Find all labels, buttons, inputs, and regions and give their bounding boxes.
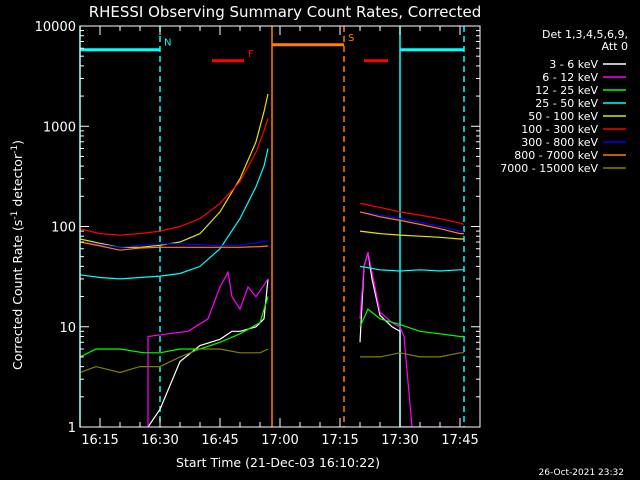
x-tick-label: 17:30 (381, 433, 418, 448)
x-tick-label: 16:15 (81, 433, 118, 448)
flag-label-f: F (248, 49, 254, 60)
plot-area: N F S 1 10 100 1000 10000 16:15 16:30 16:45 17:00 17… (35, 20, 481, 448)
legend-header-line-1: Det 1,3,4,5,6,9, (542, 28, 628, 41)
date-stamp: 26-Oct-2021 23:32 (539, 468, 624, 478)
series-line-8 (80, 211, 464, 251)
series-line-7 (80, 211, 465, 248)
y-tick-label: 1 (68, 421, 76, 436)
legend-label-2: 6 - 12 keV (542, 71, 598, 84)
y-axis-label-end: ) (10, 140, 25, 145)
legend-label-4: 25 - 50 keV (535, 97, 598, 110)
y-tick-label: 10000 (35, 20, 76, 35)
x-tick-label: 17:15 (321, 433, 358, 448)
y-tick-label: 10 (59, 321, 76, 336)
series-line-9 (80, 348, 464, 374)
x-tick-label: 16:30 (141, 433, 178, 448)
series-line-6 (80, 118, 465, 236)
legend-label-1: 3 - 6 keV (549, 58, 598, 71)
y-tick-label: 100 (51, 221, 76, 236)
series-line-2 (147, 252, 452, 427)
flag-label-n: N (164, 38, 171, 49)
y-axis-label-exp2: -1 (10, 145, 20, 154)
y-axis-label-mid: detector (10, 153, 25, 211)
legend-label-6: 100 - 300 keV (521, 123, 598, 136)
legend-label-3: 12 - 25 keV (535, 84, 598, 97)
flag-label-s: S (348, 33, 354, 44)
series-group (80, 93, 465, 427)
y-axis-label-main: Corrected Count Rate (s (10, 220, 25, 370)
legend-label-9: 7000 - 15000 keV (500, 162, 598, 175)
series-line-3 (80, 296, 464, 358)
x-axis-label: Start Time (21-Dec-03 16:10:22) (176, 455, 380, 470)
x-tick-label: 17:45 (441, 433, 478, 448)
x-tick-label: 17:00 (261, 433, 298, 448)
legend-label-8: 800 - 7000 keV (514, 149, 598, 162)
y-axis-label: Corrected Count Rate (s-1 detector-1) (10, 140, 25, 370)
legend-header-line-2: Att 0 (602, 40, 628, 53)
chart-title: RHESSI Observing Summary Count Rates, Co… (89, 3, 482, 21)
y-tick-label: 1000 (43, 120, 76, 135)
y-axis-label-exp1: -1 (10, 211, 20, 220)
legend-label-5: 50 - 100 keV (528, 110, 598, 123)
x-tick-label: 16:45 (201, 433, 238, 448)
series-line-4 (80, 148, 464, 280)
legend-label-7: 300 - 800 keV (521, 136, 598, 149)
